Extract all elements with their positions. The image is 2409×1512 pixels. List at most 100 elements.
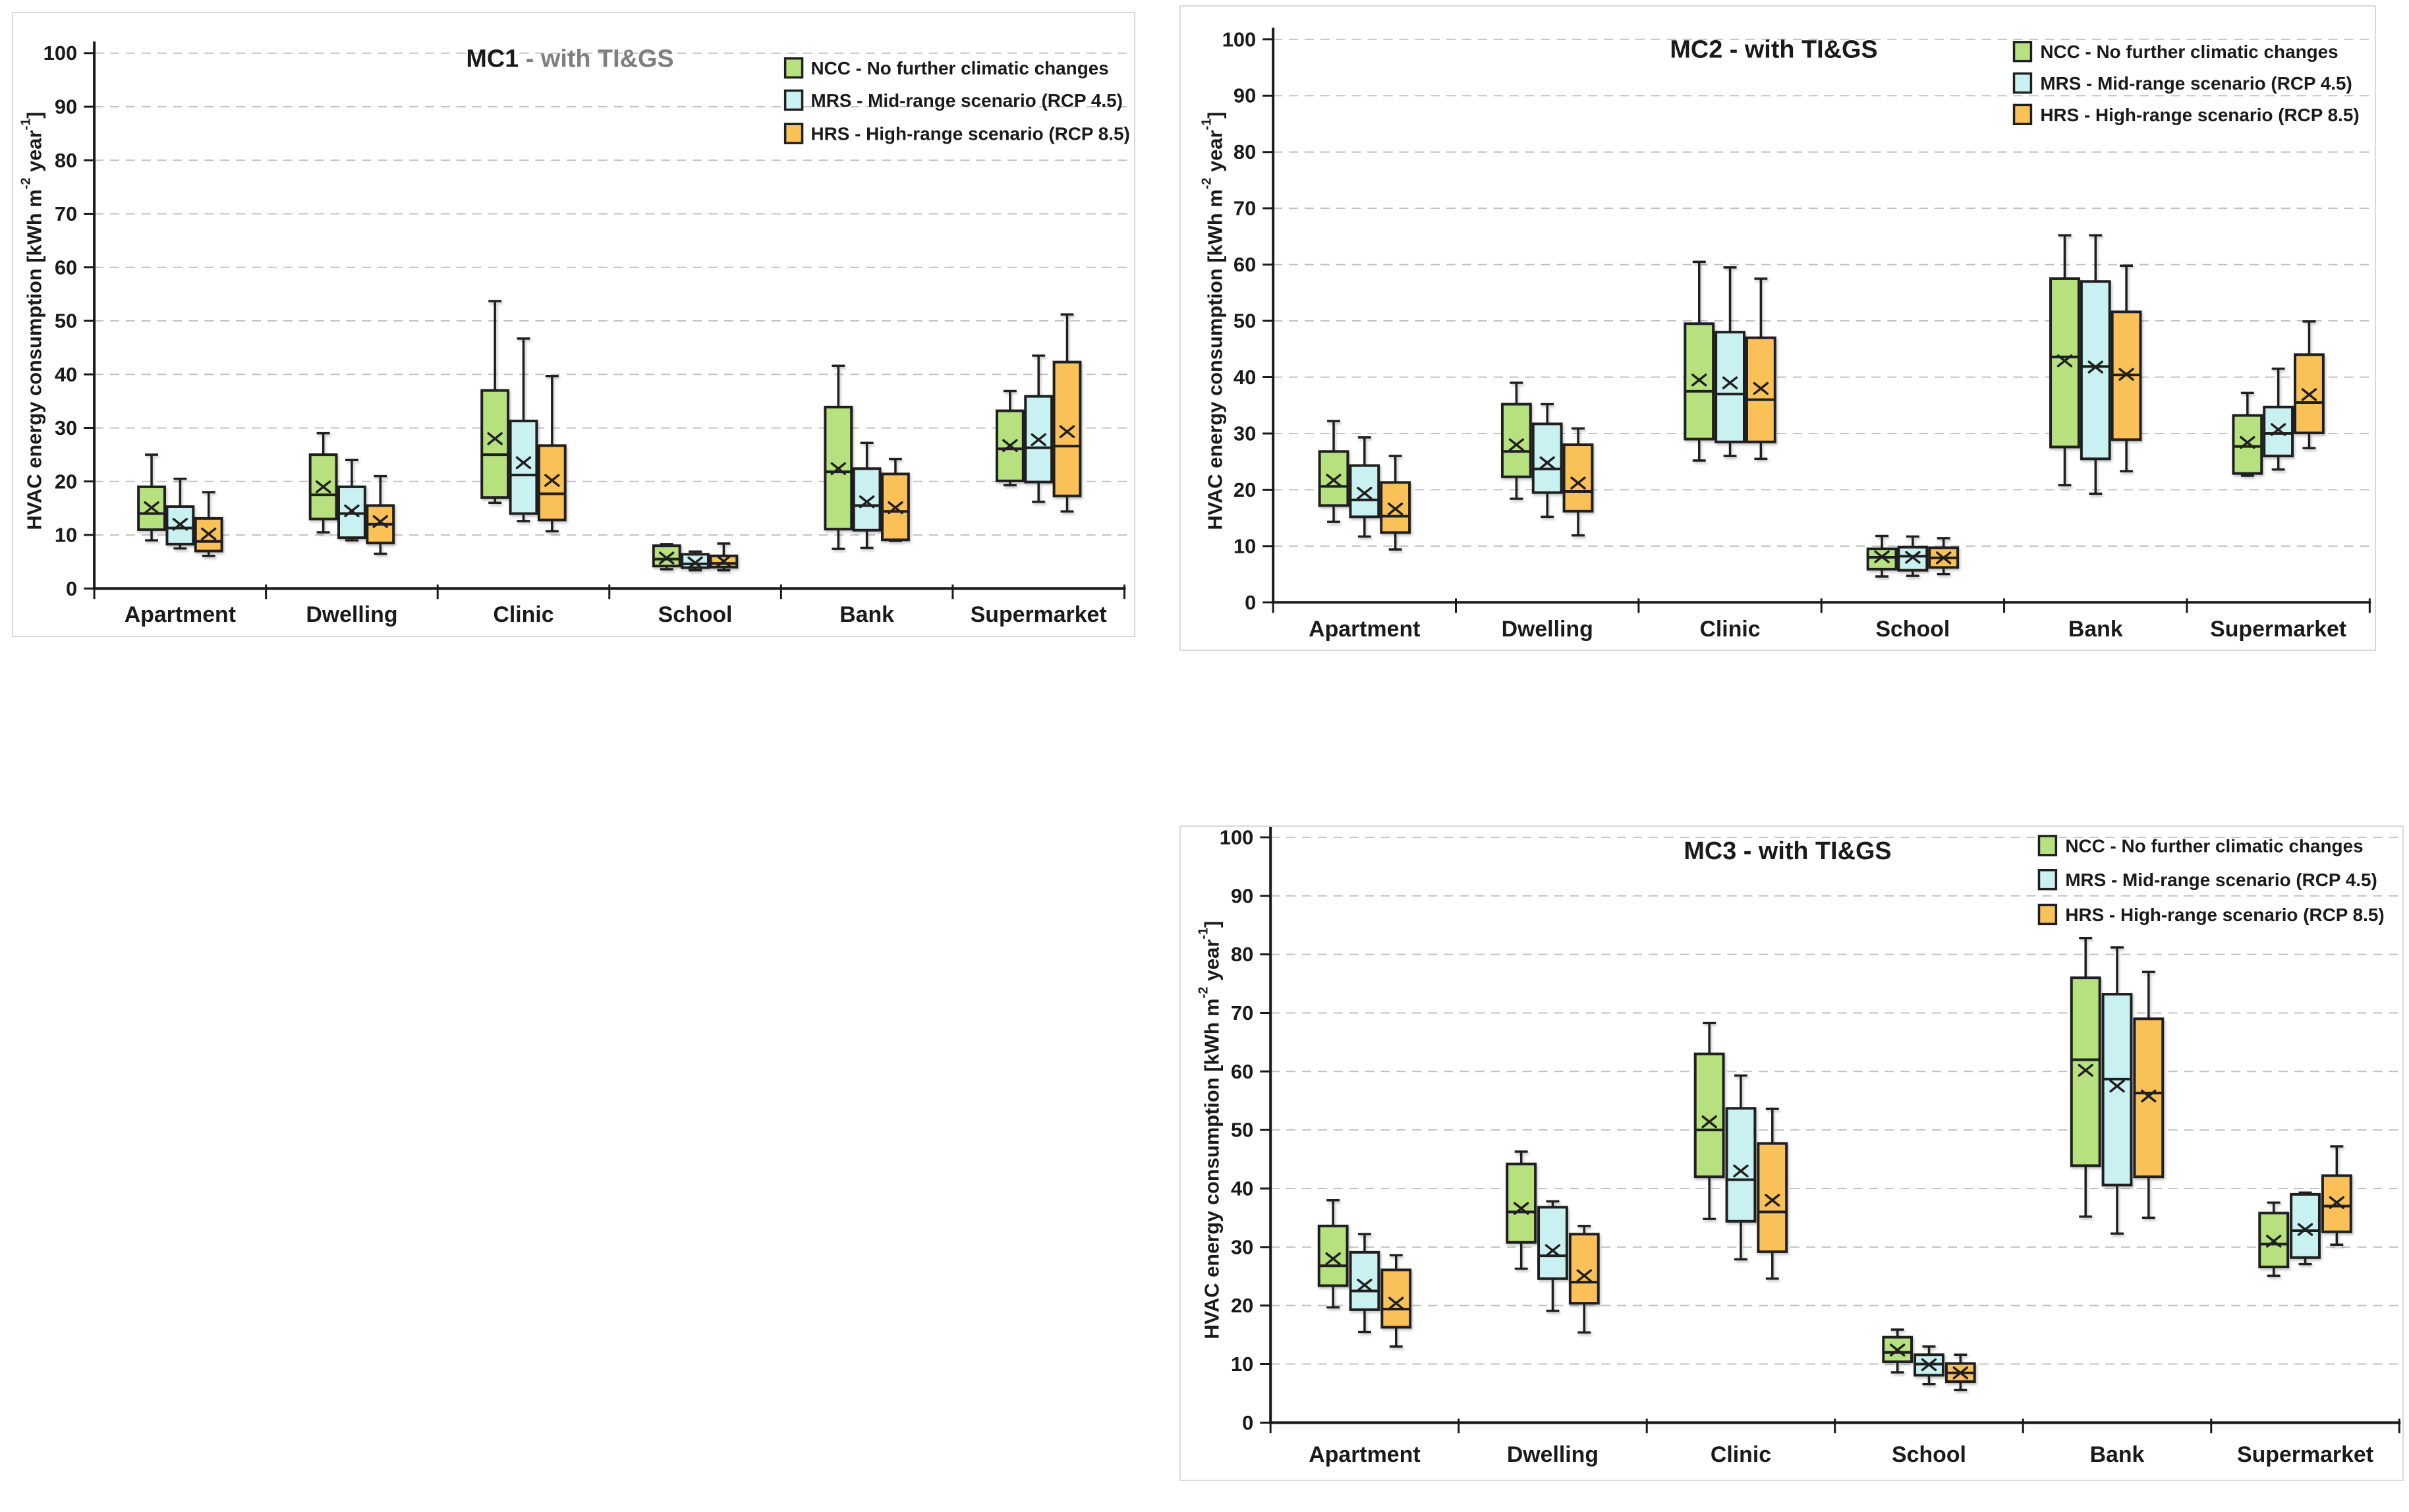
box-mrs-supermarket xyxy=(2263,367,2294,471)
chart-svg-mc1: 0 10 20 30 40 50 60 70 80 90 100 Apartment Dwelling C… xyxy=(19,41,1130,627)
legend-swatch-ncc xyxy=(2037,835,2058,856)
y-axis-title: HVAC energy consumption [kWh m-2 year-1] xyxy=(19,112,45,530)
y-tick-label: 50 xyxy=(55,310,77,333)
legend-swatch-hrs xyxy=(783,123,804,144)
box-mrs-clinic xyxy=(509,337,538,522)
y-tick-label: 40 xyxy=(1233,366,1256,389)
y-tick-label: 10 xyxy=(1233,534,1256,557)
category-label: Supermarket xyxy=(971,602,1107,627)
legend-item-ncc: NCC - No further climatic changes xyxy=(2012,41,2338,63)
y-tick-label: 50 xyxy=(1231,1119,1253,1142)
y-tick-label: 60 xyxy=(55,256,77,279)
y-tick-label: 80 xyxy=(55,149,77,172)
box-ncc-clinic xyxy=(480,300,510,505)
y-axis: 0 10 20 30 40 50 60 70 80 90 100 xyxy=(43,41,96,600)
gridlines xyxy=(1273,38,2374,547)
box-mrs-dwelling xyxy=(1537,1200,1568,1312)
legend-label: NCC - No further climatic changes xyxy=(2040,42,2338,62)
chart-panel-mc3: 0 10 20 30 40 50 60 70 80 90 100 Apartment Dwelling C… xyxy=(1179,826,2404,1481)
y-tick-label: 0 xyxy=(1245,591,1256,614)
legend-item-mrs: MRS - Mid-range scenario (RCP 4.5) xyxy=(783,89,1123,111)
legend-label: HRS - High-range scenario (RCP 8.5) xyxy=(810,124,1129,144)
box-ncc-bank xyxy=(824,364,853,550)
y-axis: 0 10 20 30 40 50 60 70 80 90 100 xyxy=(1220,827,1272,1434)
box-ncc-clinic xyxy=(1684,260,1715,462)
y-tick-label: 20 xyxy=(1231,1294,1253,1317)
y-tick-label: 70 xyxy=(55,202,77,225)
y-tick-label: 90 xyxy=(1231,884,1253,907)
y-axis: 0 10 20 30 40 50 60 70 80 90 100 xyxy=(1222,27,1275,614)
y-tick-label: 100 xyxy=(1222,28,1257,51)
box-ncc-supermarket xyxy=(2258,1201,2290,1277)
box-hrs-clinic xyxy=(537,374,567,533)
box-ncc-school xyxy=(652,543,681,571)
box-hrs-apartment xyxy=(1380,455,1411,551)
box-mrs-bank xyxy=(852,441,882,549)
chart-panel-mc2: 0 10 20 30 40 50 60 70 80 90 100 Apartment Dwelling C… xyxy=(1179,5,2376,651)
legend-item-hrs: HRS - High-range scenario (RCP 8.5) xyxy=(783,123,1130,144)
category-label: Supermarket xyxy=(2210,617,2346,642)
box-ncc-school xyxy=(1882,1328,1913,1374)
chart-svg-mc3: 0 10 20 30 40 50 60 70 80 90 100 Apartment Dwelling C… xyxy=(1197,827,2402,1467)
box-hrs-clinic xyxy=(1757,1107,1788,1280)
y-tick-label: 60 xyxy=(1231,1060,1253,1083)
chart-title: MC1 - with TI&GS xyxy=(466,45,673,73)
y-tick-label: 40 xyxy=(55,363,77,386)
legend-swatch-mrs xyxy=(783,89,804,111)
box-mrs-dwelling xyxy=(337,459,366,542)
legend: NCC - No further climatic changes MRS - M… xyxy=(2012,41,2360,126)
legend-label: NCC - No further climatic changes xyxy=(2065,835,2363,856)
box-series xyxy=(1317,936,2352,1391)
box-mrs-supermarket xyxy=(1024,354,1054,503)
legend: NCC - No further climatic changes MRS - M… xyxy=(2037,835,2385,926)
category-label: Bank xyxy=(2068,617,2123,642)
box-mrs-school xyxy=(1913,1345,1944,1386)
box-mrs-bank xyxy=(2101,946,2133,1235)
box-ncc-apartment xyxy=(137,453,166,542)
y-tick-label: 80 xyxy=(1233,140,1256,163)
box-mrs-apartment xyxy=(1349,436,1380,538)
legend-swatch-hrs xyxy=(2037,903,2058,926)
box-hrs-bank xyxy=(2133,970,2165,1219)
box-hrs-bank xyxy=(2111,264,2142,472)
box-ncc-apartment xyxy=(1317,1199,1349,1309)
category-label: Dwelling xyxy=(1502,617,1593,642)
y-tick-label: 90 xyxy=(1233,84,1256,107)
chart-title: MC2 - with TI&GS xyxy=(1670,36,1877,64)
legend-swatch-hrs xyxy=(2012,103,2033,126)
category-label: Bank xyxy=(2090,1442,2145,1467)
category-label: Apartment xyxy=(1309,1442,1420,1467)
y-tick-label: 40 xyxy=(1231,1177,1253,1200)
box-ncc-supermarket xyxy=(995,389,1025,487)
y-tick-label: 20 xyxy=(1233,478,1256,501)
box-mrs-school xyxy=(681,550,710,572)
y-tick-label: 30 xyxy=(1231,1235,1253,1258)
box-mrs-supermarket xyxy=(2290,1191,2321,1266)
category-label: Dwelling xyxy=(1507,1442,1599,1467)
legend-item-hrs: HRS - High-range scenario (RCP 8.5) xyxy=(2037,903,2385,926)
box-hrs-supermarket xyxy=(2321,1145,2352,1246)
category-label: School xyxy=(1892,1442,1966,1467)
legend-swatch-ncc xyxy=(783,57,804,79)
box-hrs-supermarket xyxy=(1052,313,1082,513)
box-ncc-clinic xyxy=(1693,1021,1725,1220)
chart-title: MC3 - with TI&GS xyxy=(1684,837,1891,865)
category-label: Apartment xyxy=(125,602,236,627)
legend-label: MRS - Mid-range scenario (RCP 4.5) xyxy=(2040,73,2352,94)
box-ncc-school xyxy=(1866,534,1898,578)
y-tick-label: 100 xyxy=(1220,827,1254,849)
category-label: School xyxy=(1875,617,1950,642)
box-ncc-bank xyxy=(2070,936,2101,1218)
y-tick-label: 70 xyxy=(1231,1001,1253,1024)
category-label: Apartment xyxy=(1309,617,1420,642)
legend-label: HRS - High-range scenario (RCP 8.5) xyxy=(2065,905,2384,925)
box-hrs-dwelling xyxy=(1568,1225,1600,1334)
y-tick-label: 100 xyxy=(43,42,78,65)
y-tick-label: 20 xyxy=(55,470,77,493)
x-axis: Apartment Dwelling Clinic School Bank Superma… xyxy=(93,584,1126,627)
box-mrs-clinic xyxy=(1715,266,1745,457)
x-axis: Apartment Dwelling Clinic School Bank Superma… xyxy=(1272,598,2371,642)
legend-swatch-mrs xyxy=(2037,868,2058,891)
box-hrs-apartment xyxy=(1380,1254,1412,1348)
